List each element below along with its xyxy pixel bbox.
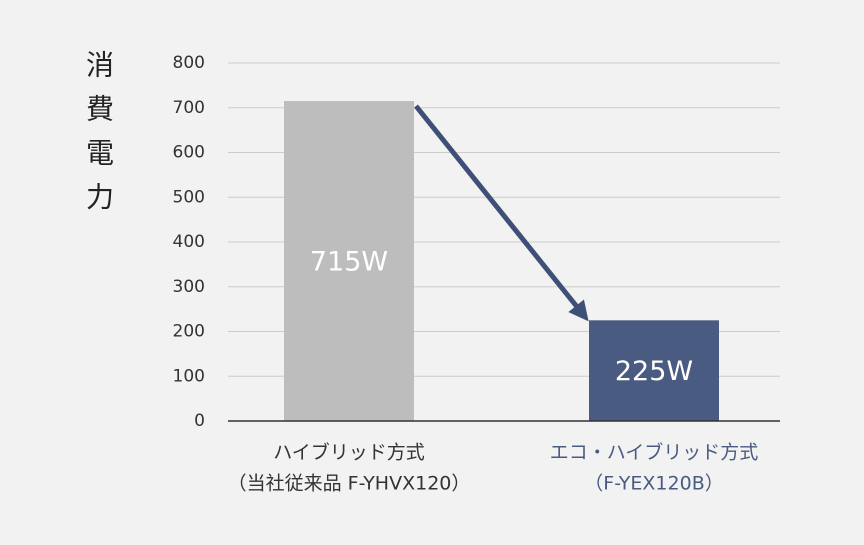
- x-tick-label: ハイブリッド方式: [273, 441, 425, 464]
- x-tick-label: （F-YEX120B）: [584, 473, 723, 495]
- y-tick-label: 600: [173, 143, 205, 163]
- y-tick-label: 500: [173, 187, 205, 207]
- arrow: [414, 104, 589, 322]
- y-tick-label: 400: [173, 232, 205, 252]
- bar: [284, 101, 414, 421]
- y-tick-label: 0: [194, 411, 205, 431]
- y-tick-label: 300: [173, 277, 205, 297]
- x-tick-label: （当社従来品 F-YHVX120）: [228, 473, 471, 495]
- y-tick-label: 700: [173, 98, 205, 118]
- y-axis-title: 消費電力: [82, 50, 115, 226]
- bar: [589, 320, 719, 421]
- y-tick-label: 800: [173, 53, 205, 73]
- y-tick-label: 100: [173, 366, 205, 386]
- value-label: 715W: [310, 247, 388, 278]
- x-tick-label: エコ・ハイブリッド方式: [550, 441, 759, 464]
- y-tick-label: 200: [173, 322, 205, 342]
- value-label: 225W: [615, 356, 693, 387]
